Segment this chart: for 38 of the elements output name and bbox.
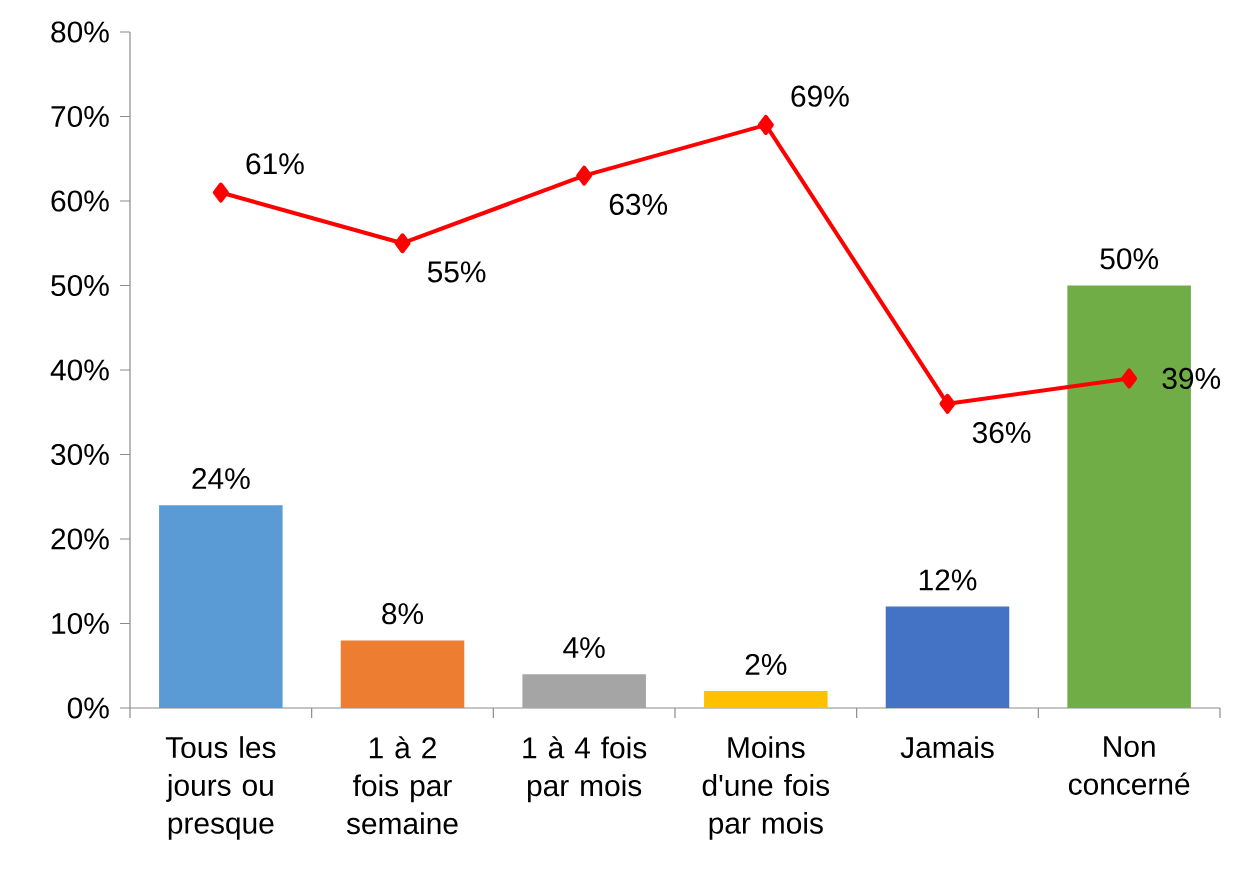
point: [1121, 368, 1138, 389]
bar: [885, 606, 1010, 708]
data-label: 24%: [192, 467, 250, 490]
data-label: 69%: [791, 85, 849, 107]
x-tick-label: Tous les jours ou presque: [165, 736, 276, 840]
y-tick-label: 20%: [51, 528, 109, 550]
y-tick-label: 10%: [52, 612, 109, 635]
y-tick-label: 60%: [51, 190, 109, 212]
data-label: 39%: [1162, 367, 1221, 390]
x-tick-label: 1 à 4 fois par mois: [523, 736, 647, 803]
point: [757, 114, 774, 135]
point: [212, 182, 229, 203]
y-tick-label: 80%: [51, 21, 109, 43]
data-label: 8%: [382, 603, 424, 625]
x-tick-label: 1 à 2 fois par semaine: [346, 736, 458, 835]
x-tick-label: Moins d'une fois par mois: [702, 736, 830, 840]
y-tick-label: 0%: [67, 697, 109, 719]
y-tick-label: 40%: [50, 359, 109, 381]
data-label: 50%: [1100, 248, 1158, 270]
y-tick-label: 70%: [51, 105, 109, 128]
data-label: 2%: [745, 653, 787, 675]
bar: [522, 674, 646, 708]
data-label: 61%: [246, 153, 304, 175]
data-label: 63%: [609, 193, 668, 215]
x-tick-label: Non concerné: [1068, 736, 1190, 795]
point: [939, 393, 956, 414]
y-tick-label: 50%: [51, 274, 109, 297]
x-tick-label: Jamais: [900, 736, 994, 759]
bar: [159, 505, 283, 708]
data-label: 55%: [427, 261, 486, 283]
point: [576, 165, 593, 186]
bar: [704, 691, 828, 708]
data-label: 12%: [919, 569, 977, 591]
data-label: 4%: [563, 637, 605, 659]
point: [394, 233, 411, 254]
y-tick-label: 30%: [51, 443, 109, 466]
bar: [340, 640, 465, 708]
data-label: 36%: [972, 421, 1031, 444]
